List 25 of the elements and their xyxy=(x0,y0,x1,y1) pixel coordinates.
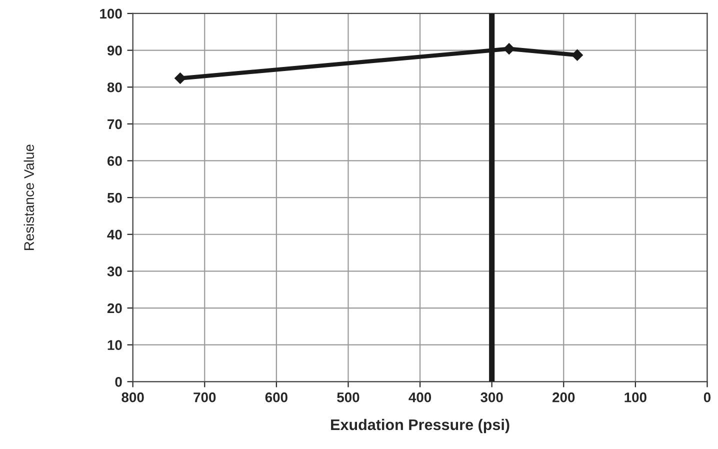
y-tick-label: 20 xyxy=(107,303,122,314)
x-tick-label: 300 xyxy=(480,392,503,402)
x-tick-label: 800 xyxy=(122,392,144,402)
x-tick-label: 200 xyxy=(552,392,575,402)
y-tick-label: 80 xyxy=(107,82,122,92)
y-tick-label: 10 xyxy=(108,340,122,350)
y-tick-label: 60 xyxy=(107,156,122,166)
x-tick-label: 0 xyxy=(704,392,711,402)
y-tick-label: 0 xyxy=(115,376,122,387)
x-axis-title: Exudation Pressure (psi) xyxy=(331,418,510,434)
x-tick-label: 100 xyxy=(624,392,646,402)
y-tick-label: 50 xyxy=(107,192,122,203)
point xyxy=(572,49,583,61)
y-tick-label: 90 xyxy=(107,46,122,56)
y-tick-label: 40 xyxy=(107,230,122,240)
point xyxy=(174,72,186,84)
x-tick-label: 400 xyxy=(408,392,432,402)
y-axis-title: Resistance Value xyxy=(24,144,34,250)
x-tick-label: 600 xyxy=(265,392,288,402)
x-tick-label: 500 xyxy=(337,392,360,402)
point xyxy=(503,43,515,54)
y-tick-label: 30 xyxy=(107,266,122,276)
y-tick-label: 70 xyxy=(108,119,122,130)
y-tick-label: 100 xyxy=(100,8,122,19)
x-tick-label: 700 xyxy=(194,392,216,402)
